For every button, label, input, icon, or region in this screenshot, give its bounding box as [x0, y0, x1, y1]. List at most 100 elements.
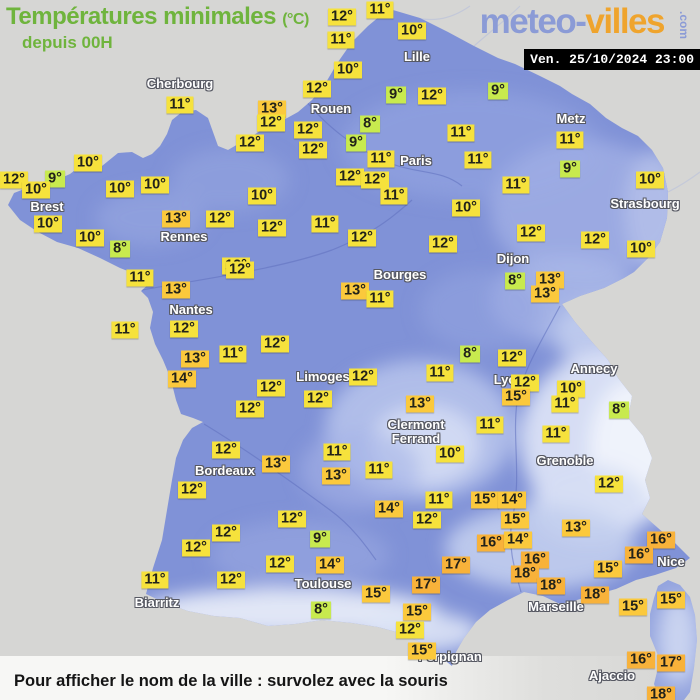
temp-label[interactable]: 12° [304, 390, 332, 408]
temp-label[interactable]: 10° [106, 180, 134, 198]
temp-label[interactable]: 13° [341, 282, 369, 300]
temp-label[interactable]: 9° [560, 160, 580, 178]
temp-label[interactable]: 12° [336, 168, 364, 186]
temp-label[interactable]: 12° [294, 121, 322, 139]
temp-label[interactable]: 11° [323, 443, 351, 461]
temp-label[interactable]: 12° [328, 8, 356, 26]
temp-label[interactable]: 11° [542, 425, 570, 443]
temp-label[interactable]: 10° [627, 240, 655, 258]
temp-label[interactable]: 10° [557, 380, 585, 398]
temp-label[interactable]: 15° [502, 388, 530, 406]
temp-label[interactable]: 12° [236, 400, 264, 418]
temp-label[interactable]: 14° [316, 556, 344, 574]
temp-label[interactable]: 12° [266, 555, 294, 573]
temp-label[interactable]: 16° [521, 551, 549, 569]
temp-label[interactable]: 13° [162, 210, 190, 228]
temp-label[interactable]: 17° [657, 654, 685, 672]
temp-label[interactable]: 10° [248, 187, 276, 205]
temp-label[interactable]: 16° [477, 534, 505, 552]
temp-label[interactable]: 12° [212, 441, 240, 459]
temp-label[interactable]: 15° [408, 642, 436, 660]
temp-label[interactable]: 9° [45, 170, 65, 188]
temp-label[interactable]: 12° [170, 320, 198, 338]
temp-label[interactable]: 8° [460, 345, 480, 363]
temp-label[interactable]: 10° [34, 215, 62, 233]
temp-label[interactable]: 13° [322, 467, 350, 485]
temp-label[interactable]: 15° [362, 585, 390, 603]
temp-label[interactable]: 11° [366, 290, 394, 308]
temp-label[interactable]: 8° [505, 272, 525, 290]
temp-label[interactable]: 12° [226, 261, 254, 279]
temp-label[interactable]: 9° [386, 86, 406, 104]
temp-label[interactable]: 11° [556, 131, 584, 149]
temp-label[interactable]: 12° [303, 80, 331, 98]
temp-label[interactable]: 11° [551, 395, 579, 413]
temp-label[interactable]: 12° [581, 231, 609, 249]
temp-label[interactable]: 16° [647, 531, 675, 549]
temp-label[interactable]: 17° [412, 576, 440, 594]
temp-label[interactable]: 14° [498, 491, 526, 509]
temp-label[interactable]: 18° [647, 686, 675, 700]
temp-label[interactable]: 11° [126, 269, 154, 287]
temp-label[interactable]: 10° [334, 61, 362, 79]
temp-label[interactable]: 13° [258, 100, 286, 118]
temp-label[interactable]: 12° [261, 335, 289, 353]
temp-label[interactable]: 8° [110, 240, 130, 258]
temp-label[interactable]: 15° [594, 560, 622, 578]
temp-label[interactable]: 12° [217, 571, 245, 589]
temp-label[interactable]: 13° [406, 395, 434, 413]
temp-label[interactable]: 11° [366, 1, 394, 19]
temp-label[interactable]: 12° [413, 511, 441, 529]
temp-label[interactable]: 15° [619, 598, 647, 616]
temp-label[interactable]: 13° [162, 281, 190, 299]
temp-label[interactable]: 18° [537, 577, 565, 595]
temp-label[interactable]: 16° [627, 651, 655, 669]
temp-label[interactable]: 8° [360, 115, 380, 133]
temp-label[interactable]: 11° [141, 571, 169, 589]
temp-label[interactable]: 18° [511, 565, 539, 583]
temp-label[interactable]: 9° [488, 82, 508, 100]
temp-label[interactable]: 15° [403, 603, 431, 621]
temp-label[interactable]: 11° [425, 491, 453, 509]
temp-label[interactable]: 11° [367, 150, 395, 168]
temp-label[interactable]: 12° [299, 141, 327, 159]
temp-label[interactable]: 11° [502, 176, 530, 194]
temp-label[interactable]: 12° [206, 210, 234, 228]
temp-label[interactable]: 12° [349, 368, 377, 386]
temp-label[interactable]: 11° [327, 31, 355, 49]
temp-label[interactable]: 14° [375, 500, 403, 518]
temp-label[interactable]: 12° [429, 235, 457, 253]
temp-label[interactable]: 13° [562, 519, 590, 537]
temp-label[interactable]: 11° [380, 187, 408, 205]
temp-label[interactable]: 11° [464, 151, 492, 169]
temp-label[interactable]: 12° [182, 539, 210, 557]
temp-label[interactable]: 14° [504, 531, 532, 549]
temp-label[interactable]: 15° [657, 591, 685, 609]
temp-label[interactable]: 11° [219, 345, 247, 363]
temp-label[interactable]: 12° [178, 481, 206, 499]
temp-label[interactable]: 13° [262, 455, 290, 473]
temp-label[interactable]: 13° [181, 350, 209, 368]
temp-label[interactable]: 10° [74, 154, 102, 172]
temp-label[interactable]: 13° [531, 285, 559, 303]
temp-label[interactable]: 9° [346, 134, 366, 152]
temp-label[interactable]: 12° [361, 171, 389, 189]
temp-label[interactable]: 11° [476, 416, 504, 434]
temp-label[interactable]: 16° [625, 546, 653, 564]
temp-label[interactable]: 15° [501, 511, 529, 529]
temp-label[interactable]: 13° [536, 271, 564, 289]
meteo-villes-logo[interactable]: meteo-villes .com [480, 2, 692, 42]
temp-label[interactable]: 14° [168, 370, 196, 388]
temp-label[interactable]: 12° [257, 379, 285, 397]
temp-label[interactable]: 11° [111, 321, 139, 339]
temp-label[interactable]: 12° [212, 524, 240, 542]
temp-label[interactable]: 12° [257, 114, 285, 132]
temp-label[interactable]: 10° [398, 22, 426, 40]
temp-label[interactable]: 10° [141, 176, 169, 194]
temp-label[interactable]: 12° [595, 475, 623, 493]
temp-label[interactable]: 12° [517, 224, 545, 242]
temp-label[interactable]: 12° [258, 219, 286, 237]
temp-label[interactable]: 12° [236, 134, 264, 152]
temp-label[interactable]: 15° [471, 491, 499, 509]
temp-label[interactable]: 10° [452, 199, 480, 217]
